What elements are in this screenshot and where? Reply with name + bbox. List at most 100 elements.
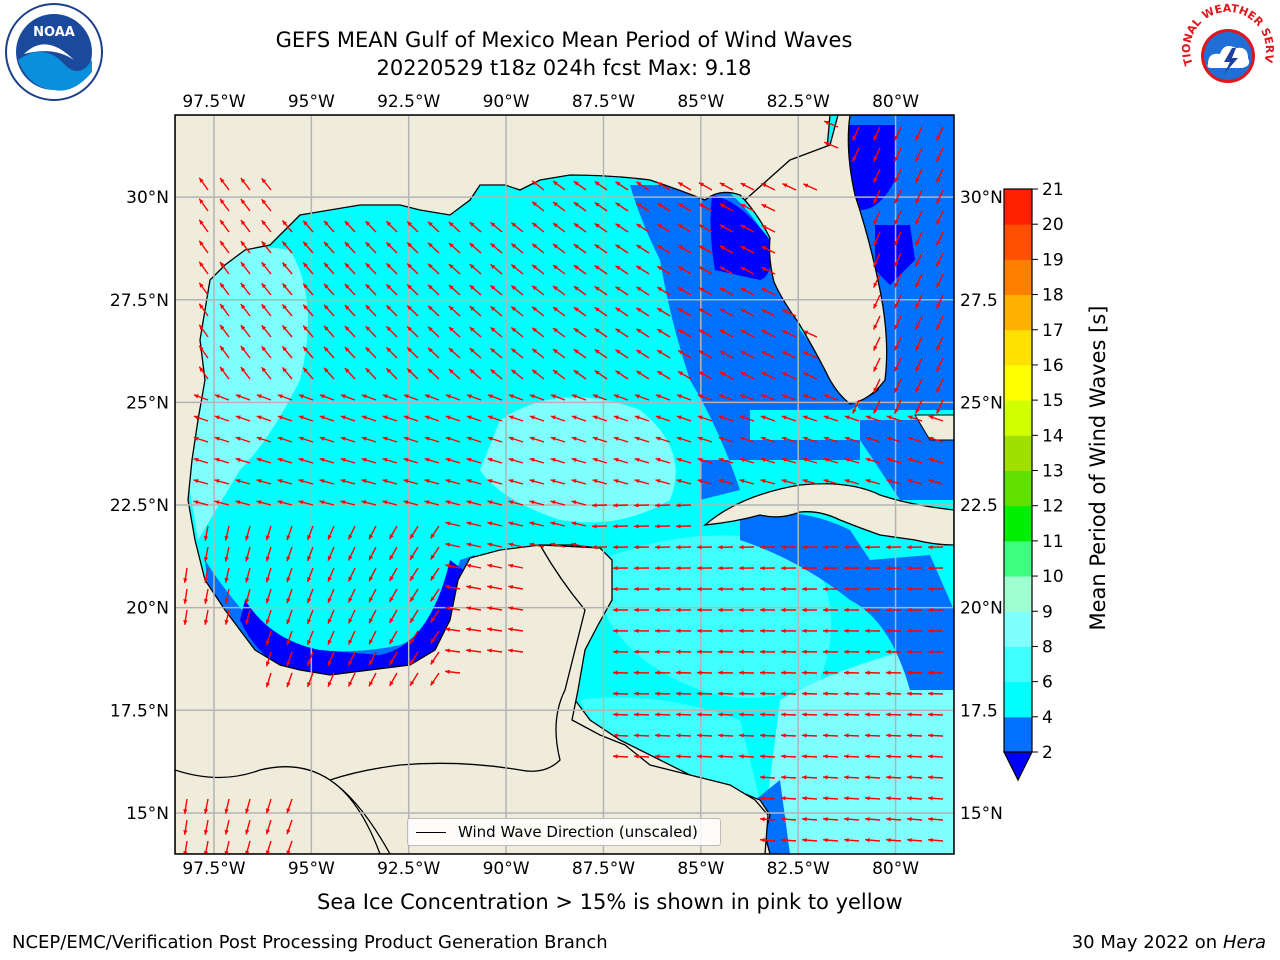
wave-arrow-head <box>634 394 640 399</box>
wave-arrow-head <box>327 555 332 561</box>
wave-arrow-head <box>487 648 492 653</box>
wave-arrow-head <box>719 308 725 313</box>
wave-arrow-head <box>265 577 270 583</box>
wave-arrow-head <box>319 457 325 463</box>
wave-arrow-head <box>873 303 878 309</box>
wave-arrow-head <box>424 436 430 441</box>
wave-arrow-head <box>214 479 220 484</box>
wave-arrow-head <box>739 670 744 675</box>
wave-arrow-head <box>844 565 849 571</box>
wave-arrow-head <box>936 177 941 183</box>
wave-arrow-head <box>739 586 744 592</box>
wave-arrow-head <box>615 307 621 313</box>
wave-arrow-head <box>865 586 870 592</box>
wave-arrow-head <box>760 670 765 675</box>
wave-arrow-head <box>782 183 788 188</box>
wave-arrow-head <box>203 535 209 541</box>
wave-arrow-head <box>844 457 850 463</box>
wave-arrow-head <box>286 808 291 814</box>
wave-arrow-head <box>265 682 270 688</box>
wave-arrow-head <box>282 367 287 373</box>
wave-arrow-head <box>655 565 660 571</box>
wave-arrow-head <box>886 796 891 801</box>
wave-arrow-head <box>403 479 409 484</box>
wave-arrow-head <box>224 556 229 562</box>
wave-arrow-head <box>183 809 188 814</box>
wave-arrow-head <box>865 733 870 738</box>
wave-arrow-head <box>781 670 786 675</box>
wave-arrow-head <box>529 457 535 463</box>
wave-arrow-head <box>613 586 618 592</box>
wave-arrow-head <box>573 181 579 186</box>
wave-arrow-head <box>469 243 475 248</box>
lat-tick-left: 27.5°N <box>110 291 169 311</box>
wave-arrow-head <box>307 639 312 645</box>
wave-arrow-head <box>466 563 472 569</box>
wave-arrow-head <box>340 500 346 505</box>
wave-arrow-head <box>915 324 920 330</box>
wave-arrow-head <box>340 457 346 463</box>
wave-arrow-head <box>487 542 493 547</box>
wave-arrow-head <box>894 345 899 351</box>
wave-arrow-head <box>571 457 577 463</box>
wave-arrow-head <box>739 607 744 613</box>
wave-arrow-head <box>592 503 597 508</box>
lat-tick-left: 20°N <box>126 599 169 619</box>
wave-arrow-head <box>573 223 579 228</box>
wave-arrow-head <box>915 198 920 204</box>
wave-arrow-head <box>613 545 618 550</box>
wave-arrow-head <box>529 415 535 420</box>
wave-arrow-head <box>466 606 472 611</box>
wave-arrow-head <box>327 660 332 666</box>
wave-arrow-head <box>613 607 618 613</box>
wave-arrow-head <box>613 712 618 717</box>
wave-arrow-head <box>386 347 392 353</box>
colorbar-bin <box>1004 400 1032 436</box>
wave-arrow-head <box>245 535 250 541</box>
wave-arrow-head <box>781 775 786 780</box>
wave-arrow-head <box>802 628 807 634</box>
wave-arrow-head <box>697 649 702 654</box>
wave-arrow-head <box>718 607 723 613</box>
wave-arrow-head <box>678 224 684 229</box>
wave-arrow-head <box>403 436 409 441</box>
wave-arrow-head <box>928 754 933 759</box>
wave-arrow-head <box>676 754 681 759</box>
wind-wave-arrows <box>183 120 944 854</box>
wave-arrow-head <box>760 775 765 780</box>
lat-tick-right: 20°N <box>960 599 1003 619</box>
wave-arrow-head <box>571 500 577 505</box>
wave-arrow-head <box>445 394 451 399</box>
wave-arrow-head <box>369 639 374 645</box>
wave-arrow-head <box>265 556 270 562</box>
wave-arrow-head <box>739 545 744 550</box>
wave-arrow-head <box>303 283 308 289</box>
wave-arrow-head <box>369 534 374 540</box>
wave-arrow-head <box>183 830 188 835</box>
wave-arrow-head <box>466 394 472 399</box>
wave-arrow-head <box>636 286 642 292</box>
wave-arrow-head <box>761 246 767 251</box>
wave-arrow-head <box>886 775 891 780</box>
wave-arrow-head <box>844 436 850 441</box>
map-panel <box>175 115 954 854</box>
colorbar: 2 4 6 8 9 10 11 12 13 14 15 16 17 18 19 20 21 <box>1003 180 1064 782</box>
wave-arrow-head <box>324 283 329 289</box>
wave-arrow-head <box>781 586 786 592</box>
wave-arrow-head <box>490 306 496 311</box>
wave-arrow-head <box>430 533 435 539</box>
wave-arrow-head <box>823 775 828 780</box>
wave-arrow-head <box>823 649 828 654</box>
wave-arrow-head <box>823 436 829 441</box>
zone-mid-yucatan <box>600 535 832 698</box>
wave-arrow-head <box>615 244 621 250</box>
wave-arrow-head <box>511 264 517 270</box>
wave-arrow-head <box>823 817 828 822</box>
colorbar-tick-label: 21 <box>1042 180 1064 200</box>
wave-arrow-head <box>303 220 308 226</box>
credit-text: NCEP/EMC/Verification Post Processing Pr… <box>12 932 608 953</box>
wave-arrow-head <box>224 850 229 854</box>
wave-arrow-head <box>719 182 725 187</box>
wave-arrow-head <box>511 327 517 333</box>
wave-arrow-head <box>203 619 209 625</box>
